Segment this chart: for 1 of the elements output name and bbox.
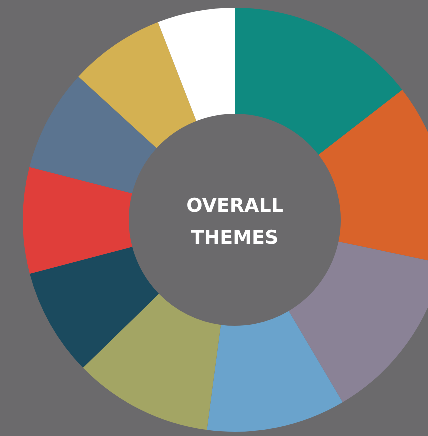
text: OVERALL THEMES: [186, 194, 284, 251]
